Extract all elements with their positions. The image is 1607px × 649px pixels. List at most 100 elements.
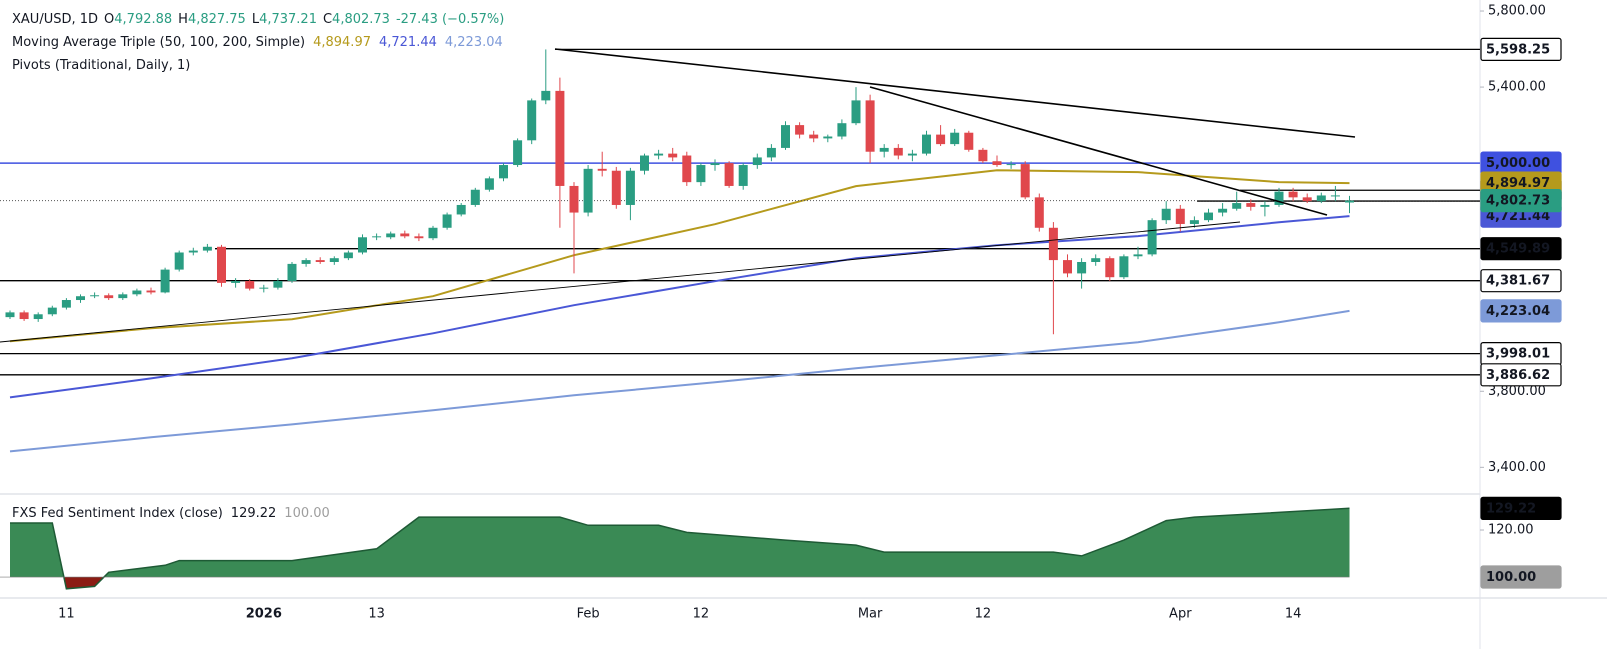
candle-body (724, 163, 734, 186)
price-box (1480, 299, 1562, 323)
y-tick-label: 5,800.00 (1488, 4, 1546, 19)
candle-body (202, 246, 212, 251)
legend-line: Pivots (Traditional, Daily, 1) (12, 58, 190, 73)
candle-body (1063, 260, 1072, 274)
candle-body (1246, 203, 1256, 207)
legend-item: 4,894.97 (313, 35, 371, 50)
legend-item: 129.22 (231, 506, 277, 521)
candle-body (19, 312, 29, 320)
legend-item: 4,802.73 (332, 12, 390, 27)
y-tick-label: 5,400.00 (1488, 80, 1546, 95)
indicator-area (10, 508, 1350, 578)
candle-body (766, 147, 776, 158)
candle-body (273, 281, 283, 288)
candle-body (33, 314, 43, 320)
y-tick-label: 3,800.00 (1488, 384, 1546, 399)
candle-body (1302, 197, 1312, 202)
candle-body (654, 153, 664, 156)
price-box (1480, 237, 1562, 261)
candle-body (879, 147, 889, 152)
price-box-label: 4,223.04 (1486, 304, 1550, 319)
candle-body (527, 100, 537, 141)
legend-item: 100.00 (284, 506, 330, 521)
legend-line: XAU/USD, 1D O4,792.88 H4,827.75 L4,737.21 C4… (12, 12, 504, 27)
candle-body (47, 307, 57, 315)
candle-body (569, 185, 579, 213)
candle-body (907, 153, 917, 156)
trendline (0, 221, 1241, 343)
legend-item: FXS Fed Sentiment Index (close) (12, 506, 223, 521)
candle-body (851, 100, 861, 124)
candle-body (146, 290, 156, 293)
candle-body (1175, 208, 1185, 224)
trendlines (0, 48, 1356, 343)
candle-body (1288, 191, 1298, 198)
candle-body (795, 125, 805, 135)
x-tick-label: 13 (368, 607, 385, 622)
x-tick-label: 12 (693, 607, 710, 622)
candle-body (837, 123, 847, 137)
candle-body (1316, 195, 1326, 202)
candle-body (611, 170, 621, 205)
candle-body (1147, 220, 1157, 255)
trendline (554, 48, 1356, 138)
candle-body (710, 163, 720, 166)
candle-body (245, 281, 255, 289)
price-box (1480, 565, 1562, 589)
candle-body (1034, 197, 1044, 228)
candle-body (1260, 204, 1270, 207)
x-tick-label: Mar (858, 607, 883, 622)
legend-item: H (178, 12, 188, 27)
y-tick-label: 120.00 (1488, 523, 1534, 538)
candle-body (259, 287, 269, 289)
candle-body (1077, 261, 1087, 274)
candle-body (1232, 203, 1242, 209)
price-box-label: 4,721.44 (1486, 209, 1550, 224)
legend-line: FXS Fed Sentiment Index (close) 129.22 100… (12, 506, 330, 521)
candle-body (682, 155, 692, 183)
candle-body (950, 132, 960, 145)
candle-body (1105, 258, 1115, 278)
candle-body (456, 204, 466, 215)
candle-body (752, 157, 762, 166)
candle-body (386, 233, 396, 238)
x-tick-label: Apr (1169, 607, 1192, 622)
candle-body (428, 227, 438, 239)
candle-body (809, 134, 819, 139)
candle-body (1133, 254, 1143, 257)
price-box-label: 129.22 (1486, 501, 1536, 516)
candle-body (372, 236, 382, 238)
candle-body (781, 125, 790, 148)
legend-item: C (323, 12, 332, 27)
candle-body (1091, 258, 1101, 262)
candle-body (358, 237, 367, 253)
candle-body (484, 178, 494, 190)
y-tick-label: 3,400.00 (1488, 460, 1546, 475)
moving-average (9, 309, 1350, 453)
candle-body (5, 312, 15, 318)
candle-body (90, 295, 100, 297)
x-tick-label: Feb (577, 607, 600, 622)
candle-body (992, 161, 1002, 166)
legend-item: L (252, 12, 260, 27)
candle-body (499, 165, 508, 179)
candle-body (1218, 208, 1228, 213)
legend-item: XAU/USD, 1D (12, 12, 98, 27)
candle-body (1161, 208, 1171, 221)
legend-item: 4,223.04 (445, 35, 503, 50)
candle-body (400, 233, 410, 237)
candle-body (1006, 164, 1016, 166)
trendline (869, 86, 1328, 216)
legend-item: Pivots (Traditional, Daily, 1) (12, 58, 190, 73)
candle-body (231, 281, 241, 283)
price-box-label: 100.00 (1486, 570, 1536, 585)
candle-body (541, 90, 551, 101)
candle-body (583, 168, 593, 213)
price-box (1480, 189, 1562, 213)
price-box-label: 4,802.73 (1486, 194, 1550, 209)
candle-body (1020, 164, 1030, 198)
legend-item: 4,721.44 (379, 35, 437, 50)
candle-body (1189, 220, 1199, 224)
candle-body (132, 290, 142, 295)
